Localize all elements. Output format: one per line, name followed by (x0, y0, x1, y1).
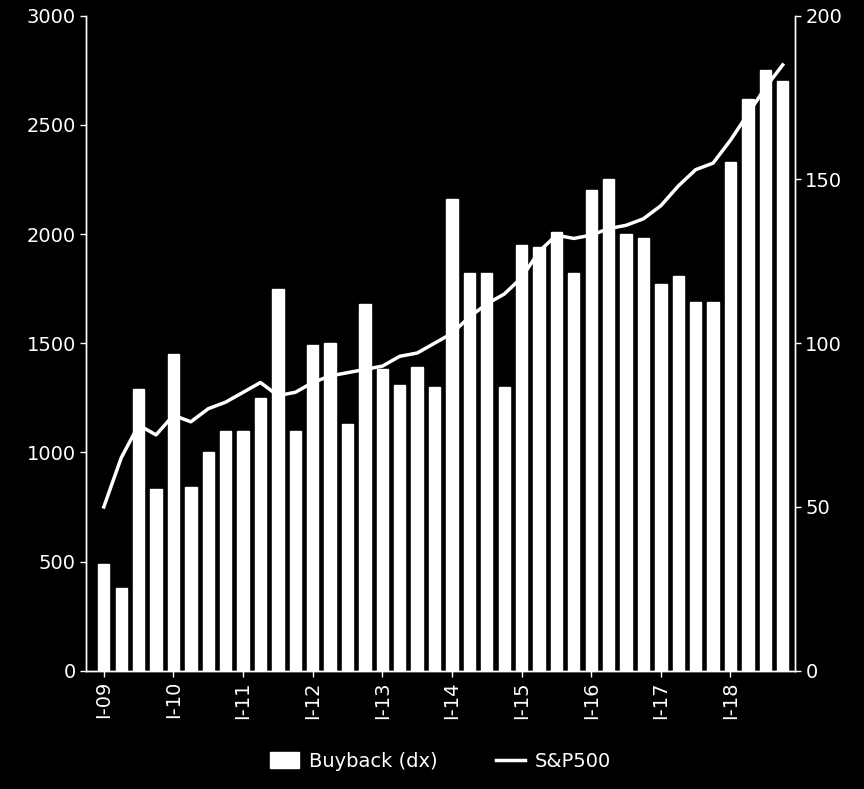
Bar (603, 179, 614, 671)
Bar (238, 431, 249, 671)
Bar (394, 385, 405, 671)
Bar (620, 234, 632, 671)
Bar (325, 343, 336, 671)
Bar (725, 162, 736, 671)
Bar (672, 275, 684, 671)
Bar (202, 452, 214, 671)
Bar (481, 273, 492, 671)
Bar (708, 301, 719, 671)
Bar (289, 431, 301, 671)
Bar (638, 238, 649, 671)
Bar (550, 232, 562, 671)
Bar (690, 301, 702, 671)
Bar (777, 81, 788, 671)
Bar (759, 70, 771, 671)
Bar (411, 367, 422, 671)
Bar (342, 424, 353, 671)
Bar (447, 199, 458, 671)
Bar (516, 245, 527, 671)
Bar (586, 190, 597, 671)
Bar (533, 247, 544, 671)
Bar (220, 431, 232, 671)
Bar (307, 346, 318, 671)
Bar (359, 304, 371, 671)
Bar (499, 387, 510, 671)
Bar (272, 289, 283, 671)
Bar (185, 488, 196, 671)
Bar (569, 273, 580, 671)
Legend: Buyback (dx), S&P500: Buyback (dx), S&P500 (263, 744, 619, 779)
Bar (116, 588, 127, 671)
Bar (464, 273, 475, 671)
Bar (98, 563, 110, 671)
Bar (255, 398, 266, 671)
Bar (655, 284, 666, 671)
Bar (742, 99, 753, 671)
Bar (429, 387, 440, 671)
Bar (377, 369, 388, 671)
Bar (168, 354, 179, 671)
Bar (150, 489, 162, 671)
Bar (133, 389, 144, 671)
